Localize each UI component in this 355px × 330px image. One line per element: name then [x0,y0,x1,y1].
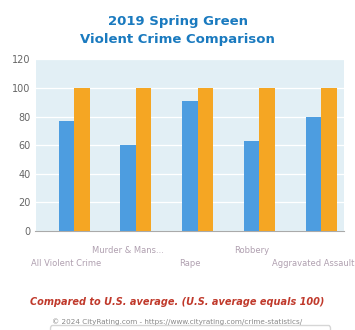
Bar [136,88,151,231]
Text: Rape: Rape [179,259,201,268]
Text: Aggravated Assault: Aggravated Assault [272,259,355,268]
Legend: Spring Green, Wisconsin, National: Spring Green, Wisconsin, National [50,325,329,330]
Bar [182,101,198,231]
Bar [59,121,74,231]
Bar [260,88,275,231]
Bar [198,88,213,231]
Text: Murder & Mans...: Murder & Mans... [92,246,164,255]
Text: Compared to U.S. average. (U.S. average equals 100): Compared to U.S. average. (U.S. average … [30,297,325,307]
Text: 2019 Spring Green
Violent Crime Comparison: 2019 Spring Green Violent Crime Comparis… [80,15,275,46]
Text: Robbery: Robbery [234,246,269,255]
Bar [321,88,337,231]
Bar [306,116,321,231]
Text: All Violent Crime: All Violent Crime [31,259,102,268]
Bar [244,141,260,231]
Bar [74,88,89,231]
Text: © 2024 CityRating.com - https://www.cityrating.com/crime-statistics/: © 2024 CityRating.com - https://www.city… [53,318,302,325]
Bar [120,145,136,231]
